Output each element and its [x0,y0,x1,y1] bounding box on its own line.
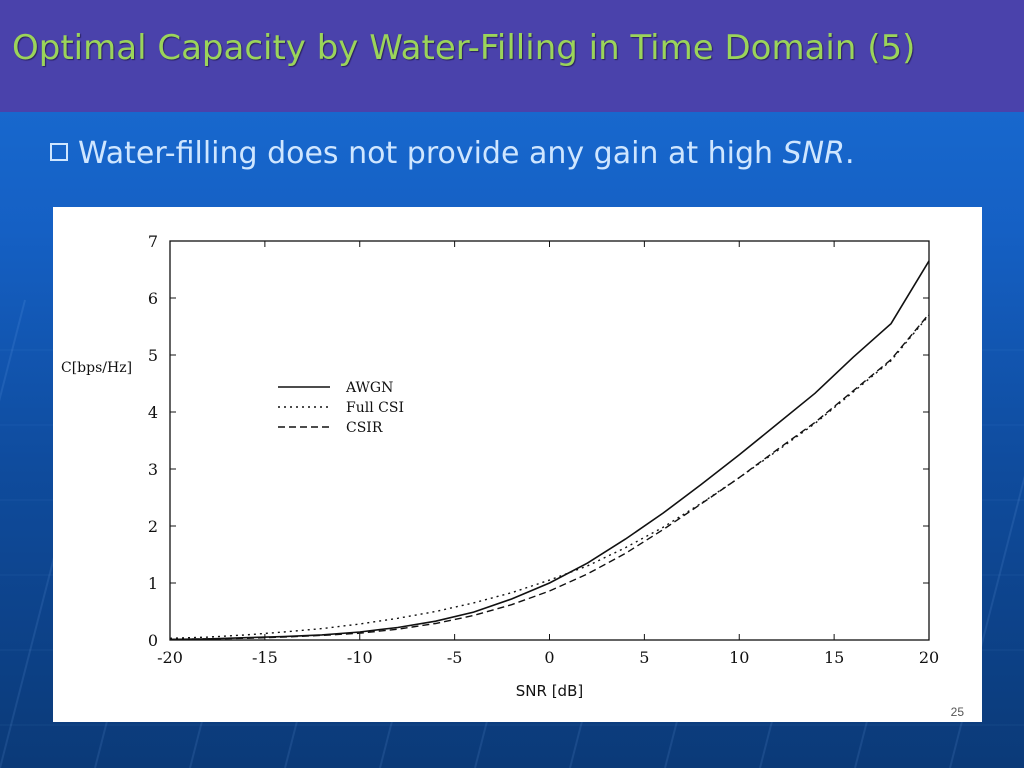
checkbox-bullet-icon [50,143,68,161]
x-tick-label: -5 [447,648,463,667]
chart-legend: AWGN Full CSI CSIR [278,380,404,436]
title-bar: Optimal Capacity by Water-Filling in Tim… [0,0,1024,112]
bullet-tail: . [844,136,855,171]
legend-label: Full CSI [346,400,404,416]
y-tick-label: 0 [148,631,158,650]
slide-title: Optimal Capacity by Water-Filling in Tim… [12,28,916,68]
y-tick-label: 1 [148,574,158,593]
y-axis-label: C[bps/Hz] [61,360,132,376]
x-tick-label: -10 [347,648,373,667]
bullet-emphasis: SNR [782,136,845,171]
axis-ticks [169,240,930,641]
x-tick-label: 20 [919,648,939,667]
series-lines [169,260,930,641]
tick-labels: -20 -15 -10 -5 0 5 10 15 20 0 1 2 3 4 5 6 7 [148,232,939,667]
background-line [0,299,26,402]
y-tick-label: 2 [148,517,158,536]
series-line-full-csi [169,314,930,639]
x-tick-label: 15 [824,648,844,667]
bullet-point: Water-filling does not provide any gain … [50,136,854,171]
x-axis-label: SNR [dB] [516,682,583,700]
x-tick-label: 10 [729,648,749,667]
x-tick-label: 5 [639,648,649,667]
y-tick-label: 4 [148,403,158,422]
y-tick-label: 6 [148,289,158,308]
y-tick-label: 7 [148,232,158,251]
page-number: 25 [950,705,964,719]
bullet-text: Water-filling does not provide any gain … [78,136,783,171]
legend-label: AWGN [345,380,393,396]
x-tick-label: -15 [252,648,278,667]
series-line-awgn [169,260,930,641]
x-tick-label: 0 [544,648,554,667]
chart-panel: -20 -15 -10 -5 0 5 10 15 20 0 1 2 3 4 5 6 7 AWGN Full CSI… [53,207,982,722]
capacity-chart: -20 -15 -10 -5 0 5 10 15 20 0 1 2 3 4 5 6 7 AWGN Full CSI… [61,232,939,700]
legend-label: CSIR [346,420,383,436]
series-line-csir [169,313,930,641]
y-tick-label: 5 [148,346,158,365]
y-tick-label: 3 [148,460,158,479]
x-tick-label: -20 [157,648,183,667]
